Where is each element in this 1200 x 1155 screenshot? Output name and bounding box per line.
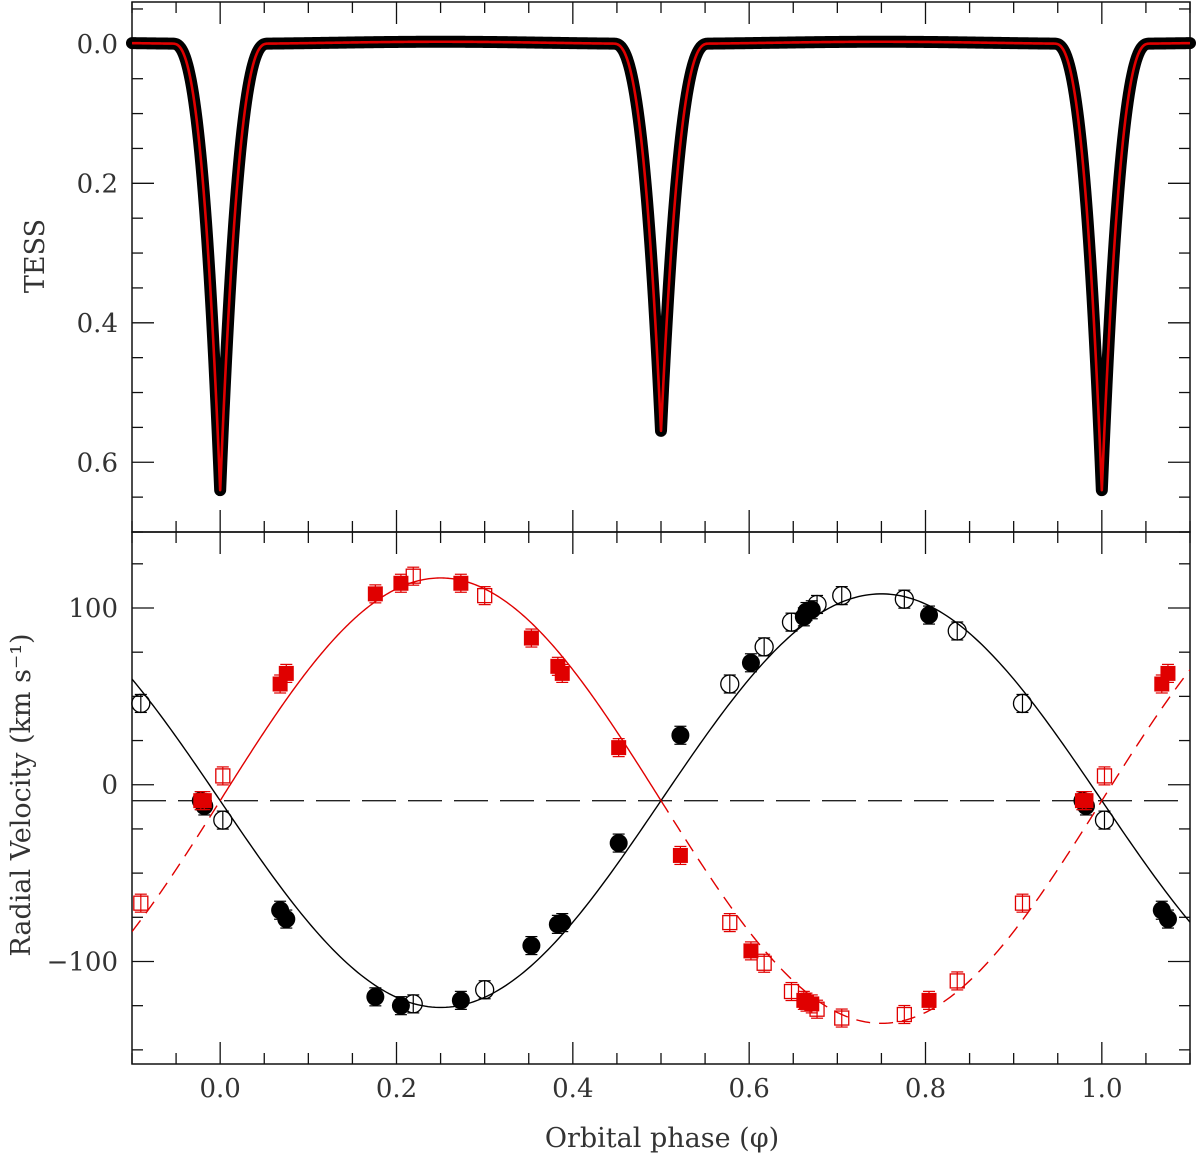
secondary-rv-point-open bbox=[809, 1001, 825, 1017]
secondary-rv-point-filled bbox=[1078, 793, 1094, 809]
secondary-rv-point-open bbox=[1014, 895, 1031, 911]
primary-rv-point-filled bbox=[277, 910, 296, 929]
secondary-rv-point-filled bbox=[611, 740, 627, 756]
primary-rv-point-filled bbox=[553, 913, 572, 932]
primary-rv-point-filled bbox=[366, 987, 385, 1006]
secondary-rv-curve bbox=[219, 577, 662, 802]
x-tick-label: 0.8 bbox=[905, 1074, 946, 1104]
secondary-rv-point-filled bbox=[921, 992, 937, 1008]
x-tick-label: 0.4 bbox=[552, 1074, 593, 1104]
primary-rv-point-filled bbox=[671, 726, 690, 745]
secondary-rv-point-open bbox=[756, 955, 772, 971]
light-curve-panel: 0.0 0.2 0.4 0.6 bbox=[77, 1, 1196, 533]
light-curve-y-tick-label: 0.6 bbox=[77, 448, 118, 478]
x-tick-label: 0.0 bbox=[199, 1074, 240, 1104]
x-tick-label: 1.0 bbox=[1081, 1074, 1122, 1104]
primary-rv-point-open bbox=[213, 810, 233, 830]
secondary-rv-point-filled bbox=[523, 630, 539, 646]
secondary-rv-point-filled bbox=[1160, 665, 1176, 681]
light-curve-y-tick-label: 0.4 bbox=[77, 309, 118, 339]
primary-rv-point-filled bbox=[451, 991, 470, 1010]
primary-rv-point-open bbox=[475, 980, 495, 1000]
secondary-rv-point-open bbox=[949, 973, 965, 989]
radial-velocity-y-tick-label: 0 bbox=[101, 771, 118, 801]
primary-rv-point-filled bbox=[391, 996, 410, 1015]
primary-rv-point-open bbox=[807, 594, 827, 615]
secondary-rv-point-filled bbox=[196, 793, 212, 809]
secondary-rv-point-filled bbox=[453, 575, 469, 591]
primary-rv-point-open bbox=[403, 994, 423, 1014]
primary-rv-point-open bbox=[832, 585, 852, 606]
primary-rv-point-open bbox=[754, 637, 774, 657]
radial-velocity-frame bbox=[131, 531, 1191, 1065]
x-tick-label: 0.2 bbox=[376, 1074, 417, 1104]
secondary-rv-point-filled bbox=[393, 575, 409, 591]
radial-velocity-y-tick-label: −100 bbox=[47, 947, 118, 977]
primary-rv-point-filled bbox=[522, 936, 541, 955]
secondary-rv-point-filled bbox=[278, 665, 294, 681]
primary-rv-point-open bbox=[131, 693, 151, 714]
secondary-rv-point-open bbox=[783, 983, 800, 1000]
secondary-rv-point-filled bbox=[367, 586, 383, 602]
x-tick-label: 0.6 bbox=[728, 1074, 769, 1104]
primary-rv-point-open bbox=[781, 612, 802, 632]
secondary-rv-point-open bbox=[133, 895, 149, 911]
primary-rv-point-open bbox=[1094, 810, 1115, 830]
secondary-rv-point-open bbox=[896, 1006, 912, 1023]
primary-rv-point-open bbox=[947, 621, 967, 641]
secondary-rv-point-open bbox=[405, 568, 421, 584]
secondary-rv-point-open bbox=[477, 587, 493, 604]
secondary-rv-point-filled bbox=[743, 943, 759, 959]
primary-rv-point-filled bbox=[609, 834, 628, 853]
light-curve-y-tick-label: 0.0 bbox=[77, 30, 118, 60]
secondary-rv-point-open bbox=[722, 914, 738, 931]
light-curve-y-tick-label: 0.2 bbox=[77, 169, 118, 199]
radial-velocity-y-tick-label: 100 bbox=[68, 594, 118, 624]
primary-rv-point-open bbox=[894, 589, 914, 609]
primary-rv-point-open bbox=[1012, 693, 1033, 714]
secondary-rv-point-open bbox=[1096, 768, 1113, 784]
primary-rv-point-filled bbox=[802, 600, 821, 619]
light-curve-frame bbox=[131, 1, 1191, 533]
primary-rv-point-open bbox=[720, 674, 740, 694]
tess-model-line bbox=[131, 40, 1191, 492]
primary-rv-point-filled bbox=[920, 606, 939, 625]
secondary-rv-point-open bbox=[834, 1010, 850, 1026]
light-curve-y-axis-label: TESS bbox=[20, 219, 51, 293]
primary-rv-point-filled bbox=[1158, 910, 1177, 929]
radial-velocity-y-axis-label: Radial Velocity (km s⁻¹) bbox=[6, 633, 37, 956]
primary-rv-point-filled bbox=[741, 653, 760, 672]
secondary-rv-point-filled bbox=[672, 847, 688, 863]
secondary-rv-curve bbox=[660, 669, 1190, 1025]
x-axis-label: Orbital phase (φ) bbox=[545, 1123, 779, 1154]
secondary-rv-point-filled bbox=[554, 665, 570, 681]
secondary-rv-point-open bbox=[215, 768, 231, 784]
radial-velocity-panel: 0.0 0.2 0.4 0.6 0.8 1.0 −100 0 100 bbox=[47, 531, 1191, 1104]
